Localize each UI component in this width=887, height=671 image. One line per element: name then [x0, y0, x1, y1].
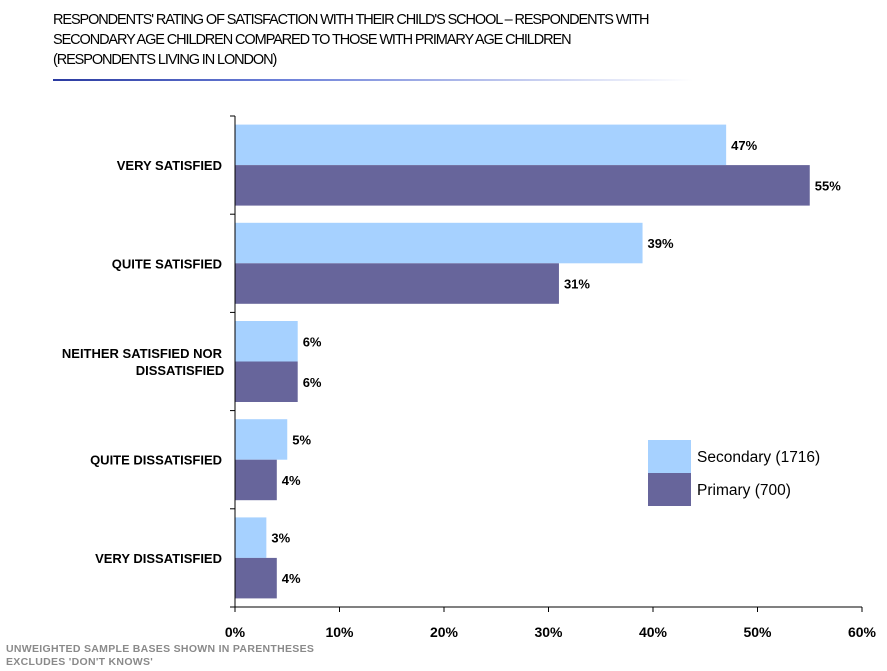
title-line-3: (RESPONDENTS LIVING IN LONDON) — [53, 52, 277, 68]
data-label-very-satisfied-secondary: 47% — [731, 138, 757, 153]
bar-chart: 47% 55% VERY SATISFIED 39% 31% QUITE SATISFIE… — [62, 115, 877, 640]
x-tick-label-60: 60% — [848, 624, 877, 640]
title-underline — [53, 79, 693, 81]
data-label-neither-satisfied-nor-dissatisfied-primary: 6% — [303, 375, 322, 390]
legend-label-secondary: Secondary (1716) — [697, 449, 820, 466]
data-label-neither-satisfied-nor-dissatisfied-secondary: 6% — [303, 334, 322, 349]
bar-very-satisfied-secondary — [235, 124, 727, 166]
bar-neither-satisfied-nor-dissatisfied-secondary — [235, 321, 298, 362]
legend-label-primary: Primary (700) — [697, 482, 791, 499]
legend-swatch-primary — [648, 473, 691, 506]
x-tick-label-20: 20% — [430, 624, 459, 640]
bar-very-dissatisfied-secondary — [235, 517, 267, 558]
bar-quite-satisfied-secondary — [235, 222, 643, 264]
category-label-very-satisfied: VERY SATISFIED — [117, 158, 222, 173]
title-line-1: RESPONDENTS' RATING OF SATISFACTION WITH… — [53, 12, 649, 28]
data-label-quite-dissatisfied-secondary: 5% — [292, 432, 311, 447]
category-label-very-dissatisfied: VERY DISSATISFIED — [95, 551, 222, 566]
bar-quite-dissatisfied-primary — [235, 459, 277, 501]
data-label-very-dissatisfied-primary: 4% — [282, 571, 301, 586]
footnote-excludes: EXCLUDES 'DON'T KNOWS' — [6, 656, 154, 668]
title-line-2: SECONDARY AGE CHILDREN COMPARED TO THOSE… — [53, 32, 572, 48]
bar-neither-satisfied-nor-dissatisfied-primary — [235, 361, 298, 402]
bar-very-satisfied-primary — [235, 165, 810, 206]
bar-very-dissatisfied-primary — [235, 557, 277, 599]
x-tick-label-0: 0% — [225, 624, 246, 640]
bar-quite-satisfied-primary — [235, 263, 559, 304]
data-label-quite-satisfied-secondary: 39% — [648, 236, 674, 251]
data-label-very-dissatisfied-secondary: 3% — [271, 531, 290, 546]
x-tick-label-10: 10% — [325, 624, 354, 640]
x-tick-label-40: 40% — [639, 624, 668, 640]
data-label-quite-dissatisfied-primary: 4% — [282, 473, 301, 488]
data-label-quite-satisfied-primary: 31% — [564, 277, 590, 292]
x-tick-label-50: 50% — [743, 624, 772, 640]
category-label-quite-satisfied: QUITE SATISFIED — [112, 256, 222, 271]
data-label-very-satisfied-primary: 55% — [815, 178, 841, 193]
bar-quite-dissatisfied-secondary — [235, 419, 288, 460]
chart-title: RESPONDENTS' RATING OF SATISFACTION WITH… — [53, 10, 853, 70]
category-label-quite-dissatisfied: QUITE DISSATISFIED — [90, 453, 222, 468]
legend-swatch-secondary — [648, 440, 691, 473]
category-label-neither-satisfied-nor-dissatisfied: NEITHER SATISFIED NOR DISSATISFIED — [62, 346, 224, 378]
footnote-sample-bases: UNWEIGHTED SAMPLE BASES SHOWN IN PARENTH… — [6, 643, 315, 655]
x-tick-label-30: 30% — [534, 624, 563, 640]
